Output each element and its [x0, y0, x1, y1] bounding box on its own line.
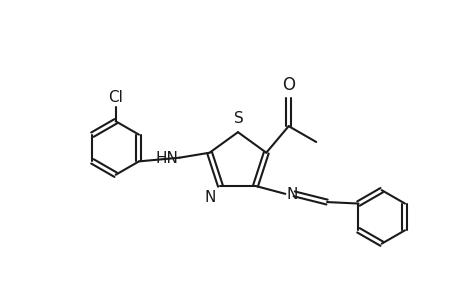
- Text: N: N: [285, 188, 297, 202]
- Text: O: O: [281, 76, 295, 94]
- Text: S: S: [234, 111, 243, 126]
- Text: Cl: Cl: [108, 90, 123, 105]
- Text: N: N: [204, 190, 215, 205]
- Text: HN: HN: [156, 151, 179, 166]
